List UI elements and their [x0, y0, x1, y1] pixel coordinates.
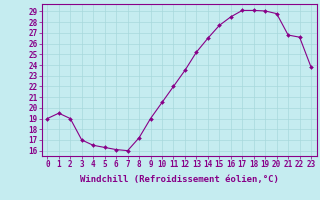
- X-axis label: Windchill (Refroidissement éolien,°C): Windchill (Refroidissement éolien,°C): [80, 175, 279, 184]
